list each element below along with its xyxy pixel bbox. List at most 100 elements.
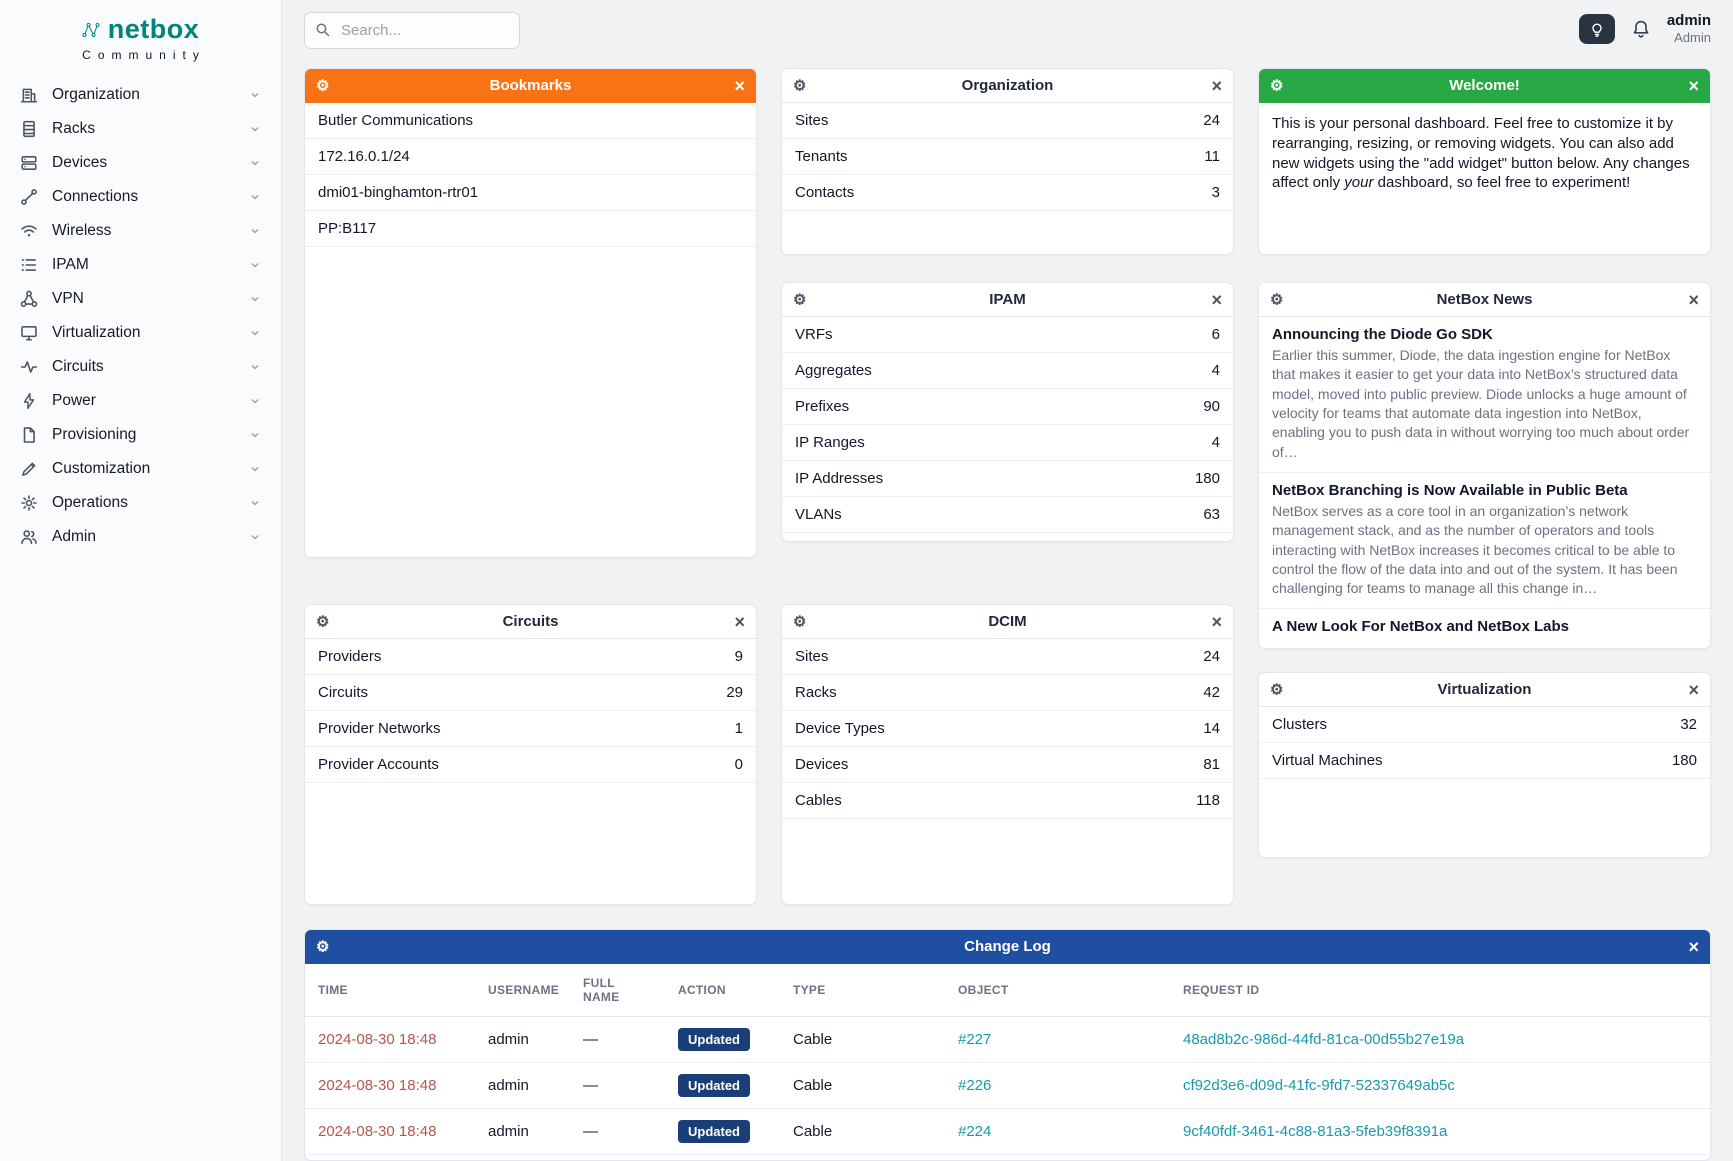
close-icon[interactable]: ×: [734, 611, 745, 632]
widget-config-icon[interactable]: ⚙: [793, 77, 807, 94]
widget-config-icon[interactable]: ⚙: [1270, 77, 1284, 94]
dashboard-column-2: ⚙ Organization × Sites 24 Tenants 11 Con…: [781, 68, 1234, 905]
stat-row: Provider Networks 1: [305, 711, 756, 747]
changelog-request-link[interactable]: 9cf40fdf-3461-4c88-81a3-5feb39f8391a: [1183, 1123, 1448, 1140]
column-header-time: TIME: [305, 964, 475, 1017]
search-input[interactable]: [304, 12, 520, 49]
news-headline[interactable]: NetBox Branching is Now Available in Pub…: [1272, 481, 1628, 499]
stat-label[interactable]: Provider Accounts: [318, 756, 439, 773]
changelog-request-link[interactable]: 48ad8b2c-986d-44fd-81ca-00d55b27e19a: [1183, 1031, 1465, 1048]
brand-name: netbox: [107, 14, 200, 44]
news-headline[interactable]: Announcing the Diode Go SDK: [1272, 326, 1493, 343]
changelog-object-link[interactable]: #227: [958, 1031, 992, 1048]
netbox-news-widget: ⚙ NetBox News × Announcing the Diode Go …: [1258, 282, 1711, 650]
close-icon[interactable]: ×: [1688, 936, 1699, 957]
sidebar-item-label: VPN: [52, 290, 84, 307]
sidebar-item-power[interactable]: Power: [0, 384, 281, 418]
stat-label[interactable]: Providers: [318, 648, 382, 665]
close-icon[interactable]: ×: [1211, 289, 1222, 310]
stat-label[interactable]: Circuits: [318, 684, 369, 701]
stat-value: 11: [1204, 148, 1220, 165]
stat-label[interactable]: Cables: [795, 792, 842, 809]
stat-row: Circuits 29: [305, 675, 756, 711]
stat-label[interactable]: Aggregates: [795, 362, 872, 379]
chevron-down-icon: [249, 531, 261, 543]
main-content: admin Admin ⚙ Bookmarks × Butler Communi…: [282, 0, 1733, 1161]
dcim-widget: ⚙ DCIM × Sites 24 Racks 42 Device Types …: [781, 604, 1234, 905]
sidebar-item-organization[interactable]: Organization: [0, 78, 281, 112]
sidebar-item-vpn[interactable]: VPN: [0, 282, 281, 316]
column-header-action: ACTION: [665, 964, 780, 1017]
theme-toggle-button[interactable]: [1578, 13, 1615, 44]
stat-label[interactable]: Device Types: [795, 720, 885, 737]
sidebar-item-label: Devices: [52, 154, 108, 171]
sidebar-item-label: Operations: [52, 494, 128, 511]
close-icon[interactable]: ×: [1688, 75, 1699, 96]
table-row: 2024-08-30 18:47 admin — Updated Cable #…: [305, 1154, 1710, 1160]
changelog-object-link[interactable]: #224: [958, 1123, 992, 1140]
sidebar-item-operations[interactable]: Operations: [0, 486, 281, 520]
table-row: 2024-08-30 18:48 admin — Updated Cable #…: [305, 1016, 1710, 1063]
stat-label[interactable]: Sites: [795, 112, 829, 129]
chevron-down-icon: [249, 327, 261, 339]
chevron-down-icon: [249, 463, 261, 475]
bookmark-item[interactable]: dmi01-binghamton-rtr01: [305, 175, 756, 211]
sidebar-item-devices[interactable]: Devices: [0, 146, 281, 180]
changelog-time-link[interactable]: 2024-08-30 18:48: [318, 1031, 437, 1048]
sidebar-item-provisioning[interactable]: Provisioning: [0, 418, 281, 452]
sidebar-item-racks[interactable]: Racks: [0, 112, 281, 146]
changelog-request-link[interactable]: cf92d3e6-d09d-41fc-9fd7-52337649ab5c: [1183, 1077, 1455, 1094]
stat-label[interactable]: Virtual Machines: [1272, 752, 1383, 770]
table-row: 2024-08-30 18:48 admin — Updated Cable #…: [305, 1108, 1710, 1155]
stat-row: VLANs 63: [782, 497, 1233, 533]
welcome-text-italic: your: [1344, 174, 1374, 192]
stat-label[interactable]: Devices: [795, 756, 849, 773]
stat-label[interactable]: Racks: [795, 684, 837, 701]
netbox-logo[interactable]: netbox: [0, 14, 281, 45]
user-role: Admin: [1674, 30, 1711, 45]
stat-label[interactable]: IP Ranges: [795, 434, 865, 451]
stat-label[interactable]: Provider Networks: [318, 720, 441, 737]
sidebar-item-customization[interactable]: Customization: [0, 452, 281, 486]
news-headline[interactable]: A New Look For NetBox and NetBox Labs: [1272, 618, 1569, 636]
column-header-type: TYPE: [780, 964, 945, 1017]
close-icon[interactable]: ×: [1688, 289, 1699, 310]
close-icon[interactable]: ×: [1211, 611, 1222, 632]
widget-config-icon[interactable]: ⚙: [316, 938, 330, 955]
close-icon[interactable]: ×: [1688, 679, 1699, 700]
widget-config-icon[interactable]: ⚙: [793, 613, 807, 630]
bookmark-item[interactable]: PP:B117: [305, 211, 756, 247]
stat-label[interactable]: VLANs: [795, 506, 842, 523]
user-menu[interactable]: admin Admin: [1667, 12, 1711, 46]
widget-config-icon[interactable]: ⚙: [316, 613, 330, 630]
stat-label[interactable]: Tenants: [795, 148, 848, 165]
close-icon[interactable]: ×: [1211, 75, 1222, 96]
stat-label[interactable]: Sites: [795, 648, 829, 665]
widget-config-icon[interactable]: ⚙: [316, 77, 330, 94]
stat-label[interactable]: VRFs: [795, 326, 833, 343]
sidebar-item-virtualization[interactable]: Virtualization: [0, 316, 281, 350]
widget-config-icon[interactable]: ⚙: [1270, 681, 1284, 699]
sidebar-item-circuits[interactable]: Circuits: [0, 350, 281, 384]
sidebar-item-connections[interactable]: Connections: [0, 180, 281, 214]
widget-config-icon[interactable]: ⚙: [793, 291, 807, 308]
notifications-button[interactable]: [1629, 17, 1653, 41]
sidebar-item-ipam[interactable]: IPAM: [0, 248, 281, 282]
stat-label[interactable]: IP Addresses: [795, 470, 884, 487]
bookmark-item[interactable]: 172.16.0.1/24: [305, 139, 756, 175]
changelog-time-link[interactable]: 2024-08-30 18:48: [318, 1123, 437, 1140]
stat-label[interactable]: Contacts: [795, 184, 855, 201]
changelog-time-link[interactable]: 2024-08-30 18:48: [318, 1077, 437, 1094]
sidebar-item-wireless[interactable]: Wireless: [0, 214, 281, 248]
stat-value: 3: [1211, 184, 1220, 201]
widget-config-icon[interactable]: ⚙: [1270, 291, 1284, 308]
stat-value: 24: [1203, 648, 1220, 665]
stat-label[interactable]: Prefixes: [795, 398, 850, 415]
sidebar-item-admin[interactable]: Admin: [0, 520, 281, 554]
changelog-object-link[interactable]: #226: [958, 1077, 992, 1094]
changelog-fullname: —: [583, 1031, 598, 1048]
close-icon[interactable]: ×: [734, 75, 745, 96]
organization-widget-header: ⚙ Organization ×: [782, 69, 1233, 103]
bookmark-item[interactable]: Butler Communications: [305, 103, 756, 139]
stat-label[interactable]: Clusters: [1272, 716, 1328, 734]
